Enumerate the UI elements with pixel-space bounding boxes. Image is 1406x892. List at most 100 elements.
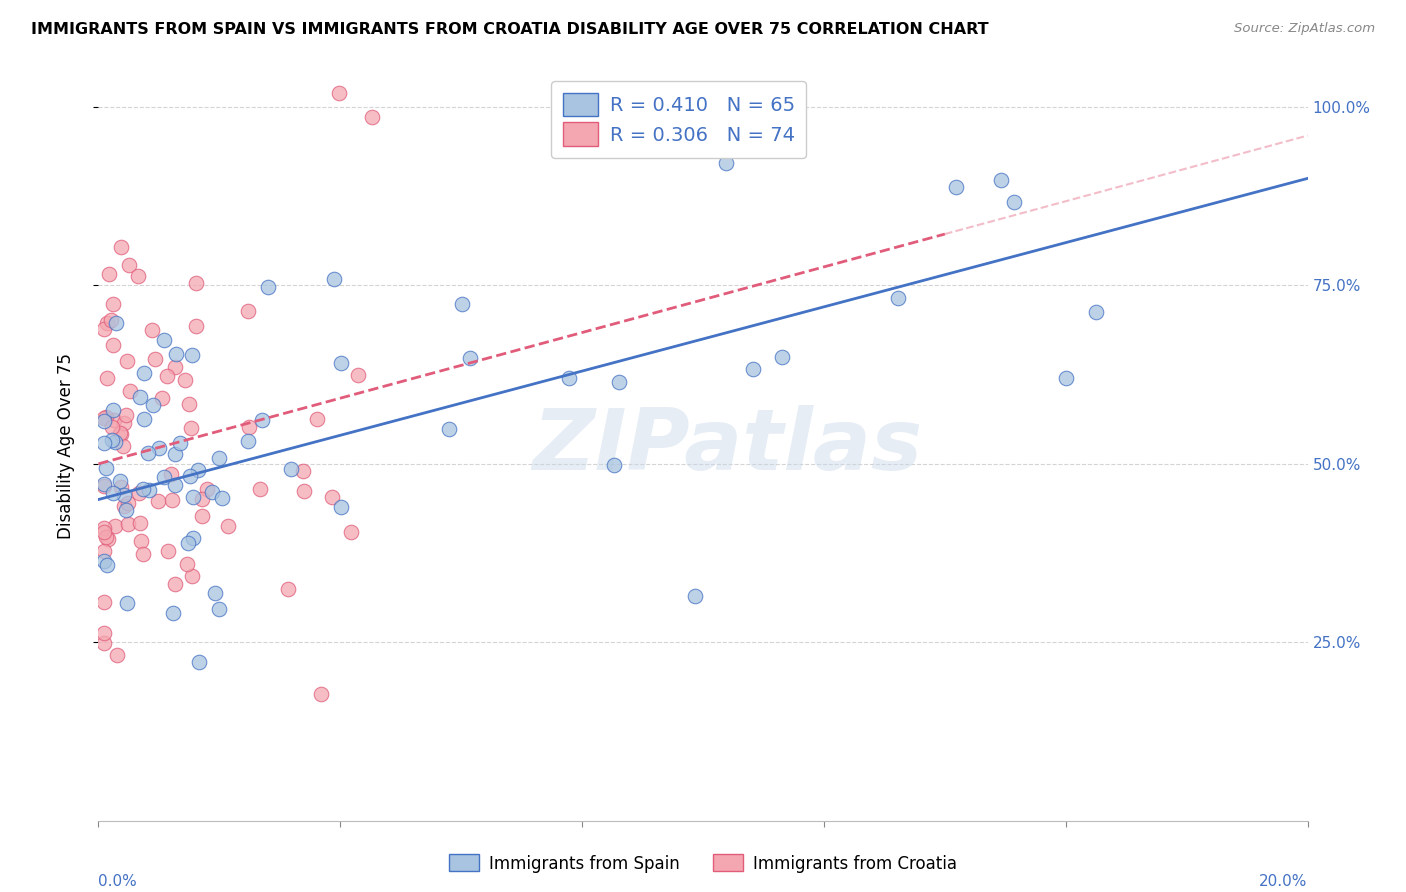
Text: 0.0%: 0.0% (98, 874, 138, 889)
Point (96, 558, 118, 572)
Point (180, 348, 202, 362)
Point (101, 296, 124, 310)
Point (138, 483, 160, 497)
Point (127, 268, 149, 283)
Point (204, 585, 226, 599)
Point (156, 543, 179, 558)
Point (211, 491, 233, 506)
Point (117, 516, 139, 531)
Point (238, 419, 260, 434)
Point (347, 368, 370, 382)
Point (1054, 371, 1077, 385)
Point (132, 547, 155, 561)
Point (329, 500, 352, 514)
Point (128, 486, 150, 500)
Point (93, 414, 115, 428)
Legend: R = 0.410   N = 65, R = 0.306   N = 74: R = 0.410 N = 65, R = 0.306 N = 74 (551, 81, 807, 158)
Point (96, 316, 118, 330)
Point (93, 476, 115, 491)
Point (110, 480, 132, 494)
Point (110, 240, 132, 254)
Point (93, 595, 115, 609)
Point (103, 413, 125, 427)
Point (93, 411, 115, 425)
Point (176, 557, 198, 571)
Point (96, 371, 118, 385)
Point (105, 648, 128, 662)
Point (770, 350, 793, 364)
Point (93, 322, 115, 336)
Text: ZIPatlas: ZIPatlas (531, 404, 922, 488)
Point (249, 482, 271, 496)
Point (195, 482, 218, 496)
Point (945, 180, 967, 194)
Point (177, 536, 200, 550)
Point (191, 508, 214, 523)
Point (741, 361, 763, 376)
Point (117, 496, 139, 510)
Point (101, 486, 124, 500)
Point (603, 458, 626, 472)
Point (153, 333, 176, 347)
Point (117, 354, 139, 368)
Point (112, 439, 135, 453)
Point (104, 519, 127, 533)
Point (112, 417, 135, 431)
Point (93, 553, 115, 567)
Point (607, 375, 630, 389)
Point (96, 410, 118, 425)
Point (458, 351, 481, 365)
Point (112, 499, 135, 513)
Point (307, 411, 329, 425)
Point (294, 483, 316, 498)
Point (558, 371, 581, 385)
Point (208, 602, 231, 616)
Point (120, 384, 142, 398)
Point (153, 469, 176, 483)
Point (163, 577, 186, 591)
Point (94, 461, 117, 475)
Point (93, 479, 115, 493)
Point (165, 478, 187, 492)
Text: IMMIGRANTS FROM SPAIN VS IMMIGRANTS FROM CROATIA DISABILITY AGE OVER 75 CORRELAT: IMMIGRANTS FROM SPAIN VS IMMIGRANTS FROM… (31, 22, 988, 37)
Point (208, 450, 231, 465)
Point (129, 390, 152, 404)
Point (181, 490, 204, 504)
Point (186, 318, 208, 333)
Point (236, 434, 259, 448)
Point (321, 490, 343, 504)
Point (280, 462, 302, 476)
Point (180, 568, 202, 582)
Point (360, 110, 382, 124)
Point (129, 516, 152, 530)
Point (187, 655, 209, 669)
Point (101, 433, 124, 447)
Point (187, 463, 209, 477)
Point (173, 373, 195, 387)
Point (93, 525, 115, 540)
Point (159, 467, 181, 481)
Point (180, 421, 202, 435)
Point (201, 484, 224, 499)
Point (179, 397, 201, 411)
Point (145, 352, 167, 367)
Point (1085, 304, 1108, 318)
Point (179, 468, 201, 483)
Point (277, 582, 299, 596)
Text: Source: ZipAtlas.com: Source: ZipAtlas.com (1234, 22, 1375, 36)
Point (162, 606, 184, 620)
Point (114, 408, 136, 422)
Point (1002, 194, 1025, 209)
Point (104, 434, 127, 449)
Point (115, 596, 138, 610)
Point (115, 503, 138, 517)
Point (93, 543, 115, 558)
Legend: Immigrants from Spain, Immigrants from Croatia: Immigrants from Spain, Immigrants from C… (443, 847, 963, 880)
Point (93, 625, 115, 640)
Point (134, 366, 156, 380)
Point (100, 313, 122, 327)
Point (156, 368, 179, 383)
Point (160, 493, 183, 508)
Point (340, 524, 363, 539)
Point (250, 413, 273, 427)
